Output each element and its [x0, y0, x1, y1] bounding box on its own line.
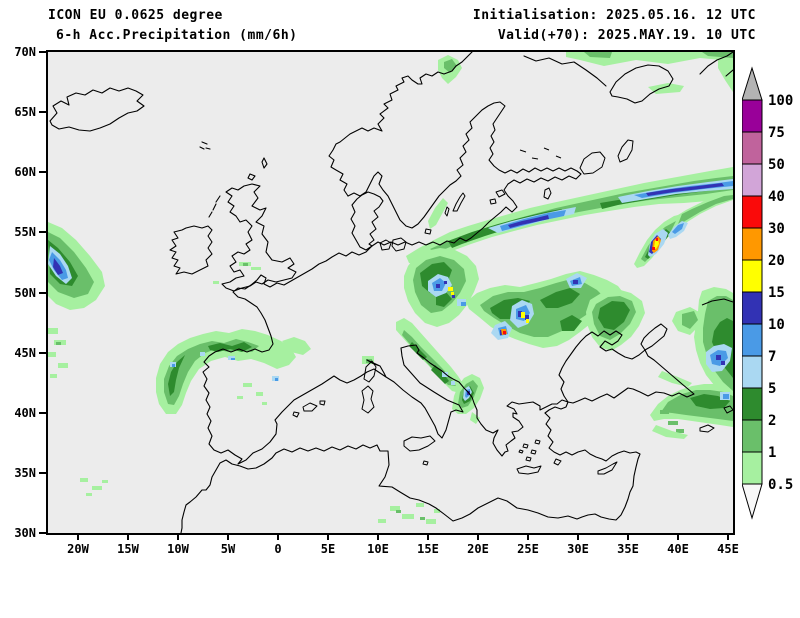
map-frame: [46, 50, 735, 535]
legend-band: [742, 227, 763, 261]
lon-tick-label: 20E: [467, 542, 489, 556]
legend-level-label: 50: [768, 157, 785, 173]
lat-tick-mark: [39, 532, 46, 534]
legend-level-label: 100: [768, 93, 793, 109]
legend-band: [742, 131, 763, 165]
legend-level-label: 30: [768, 221, 785, 237]
lon-tick-mark: [177, 533, 179, 540]
lon-tick-label: 40E: [667, 542, 689, 556]
lon-tick-mark: [127, 533, 129, 540]
lon-tick-label: 25E: [517, 542, 539, 556]
lat-tick-label: 65N: [14, 105, 36, 120]
legend-level-label: 15: [768, 285, 785, 301]
lat-tick-mark: [39, 231, 46, 234]
europe-map: [48, 52, 733, 533]
lon-tick-label: 30E: [567, 542, 589, 556]
lat-tick-mark: [39, 171, 46, 174]
lat-tick-mark: [39, 351, 46, 354]
legend-band: [742, 291, 763, 325]
init-time: Initialisation: 2025.05.16. 12 UTC: [472, 8, 756, 23]
lat-tick-label: 40N: [14, 405, 36, 420]
lon-tick-mark: [427, 533, 429, 540]
lon-tick-mark: [277, 533, 279, 540]
lon-tick-label: 10E: [367, 542, 389, 556]
lat-tick-mark: [39, 111, 46, 114]
lon-tick-mark: [77, 533, 79, 540]
lon-tick-label: 20W: [67, 542, 89, 556]
lat-tick-mark: [39, 291, 46, 294]
lat-tick-label: 70N: [14, 45, 36, 59]
lon-tick-mark: [227, 533, 229, 540]
lon-tick-label: 15W: [117, 542, 139, 556]
lon-tick-mark: [377, 533, 379, 540]
legend-band: [742, 99, 763, 133]
legend-level-label: 0.5: [768, 477, 793, 493]
lon-tick-label: 45E: [717, 542, 739, 556]
lat-tick-label: 30N: [14, 526, 36, 540]
legend-band: [742, 323, 763, 357]
lon-tick-label: 35E: [617, 542, 639, 556]
legend-level-label: 10: [768, 317, 785, 333]
valid-time: Valid(+70): 2025.MAY.19. 10 UTC: [497, 28, 756, 43]
lat-tick-label: 45N: [14, 345, 36, 360]
lat-tick-label: 55N: [14, 225, 36, 240]
lat-tick-label: 35N: [14, 465, 36, 480]
legend-level-label: 5: [768, 381, 776, 397]
lon-tick-mark: [327, 533, 329, 540]
lat-tick-mark: [39, 51, 46, 53]
legend-band: [742, 259, 763, 293]
lon-tick-mark: [627, 533, 629, 540]
lat-tick-mark: [39, 411, 46, 414]
lon-tick-label: 10W: [167, 542, 189, 556]
legend-level-label: 20: [768, 253, 785, 269]
lon-tick-label: 5W: [220, 542, 236, 556]
lon-tick-mark: [527, 533, 529, 540]
legend-level-label: 1: [768, 445, 776, 461]
precipitation-overlay: [48, 52, 733, 524]
legend-level-label: 75: [768, 125, 785, 141]
product-title: 6-h Acc.Precipitation (mm/6h): [56, 28, 298, 43]
legend-level-label: 7: [768, 349, 776, 365]
legend-level-label: 2: [768, 413, 776, 429]
legend-band: [742, 163, 763, 197]
lat-tick-label: 50N: [14, 285, 36, 300]
lon-tick-label: 0: [274, 542, 282, 556]
lon-tick-mark: [727, 533, 729, 540]
lon-tick-mark: [677, 533, 679, 540]
legend-level-label: 40: [768, 189, 785, 205]
legend-band: [742, 419, 763, 453]
lat-tick-label: 60N: [14, 165, 36, 180]
legend-band: [742, 387, 763, 421]
lon-tick-mark: [577, 533, 579, 540]
coastline-layer: [49, 52, 733, 533]
legend-band: [742, 451, 763, 485]
model-title: ICON EU 0.0625 degree: [48, 8, 223, 23]
legend-below-min-arrow: [742, 483, 763, 520]
legend-band: [742, 355, 763, 389]
lat-tick-mark: [39, 471, 46, 474]
lon-tick-label: 5E: [320, 542, 336, 556]
lon-tick-mark: [477, 533, 479, 540]
lon-tick-label: 15E: [417, 542, 439, 556]
legend-above-max-arrow: [742, 66, 763, 101]
legend-band: [742, 195, 763, 229]
